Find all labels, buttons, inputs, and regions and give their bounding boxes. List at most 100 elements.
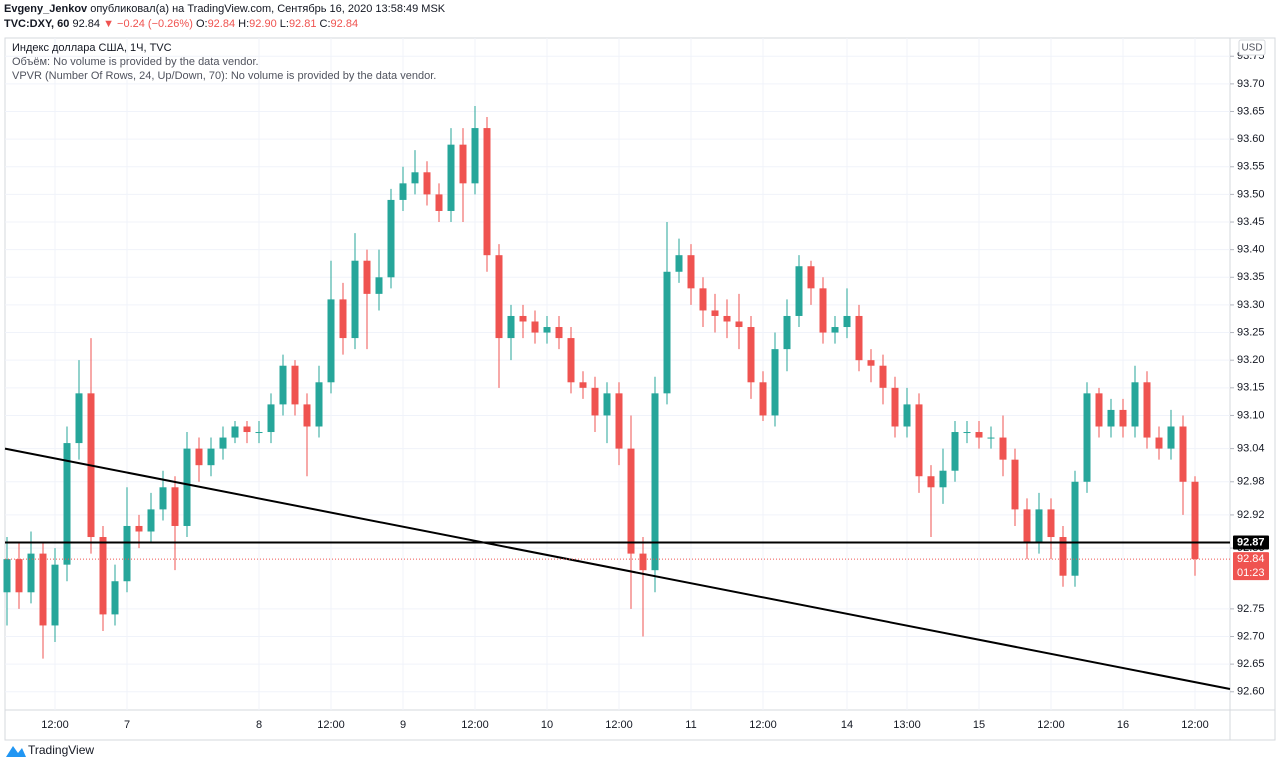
candle-body xyxy=(567,338,575,383)
last-price-label-bg xyxy=(1233,552,1269,581)
x-tick-label: 12:00 xyxy=(1037,719,1065,731)
change: −0.24 (−0.26%) xyxy=(117,18,193,30)
arrow: ▼ xyxy=(103,18,114,30)
candle-body xyxy=(279,365,287,405)
candle-body xyxy=(123,525,131,582)
candle-body xyxy=(195,448,203,466)
y-tick-label: 92.65 xyxy=(1237,658,1265,670)
ohlc-value: 92.81 xyxy=(288,18,317,30)
published: опубликовал(а) на TradingView.com, Сентя… xyxy=(90,3,446,15)
candle-body xyxy=(231,426,239,438)
candle-body xyxy=(15,559,23,593)
author: Evgeny_Jenkov xyxy=(4,3,88,15)
candle-body xyxy=(303,404,311,427)
y-tick-label: 93.50 xyxy=(1237,188,1265,200)
candle-body xyxy=(987,437,995,439)
x-tick-label: 12:00 xyxy=(749,719,777,731)
candle-body xyxy=(351,260,359,339)
x-tick-label: 12:00 xyxy=(1181,719,1209,731)
overlays xyxy=(4,447,1231,690)
candle-body xyxy=(999,437,1007,460)
candle-body xyxy=(783,315,791,350)
candle-body xyxy=(951,432,959,471)
candle-body xyxy=(243,426,251,433)
candle-body xyxy=(615,393,623,449)
candle-body xyxy=(591,387,599,416)
candle-body xyxy=(315,382,323,427)
candle-body xyxy=(375,277,383,294)
y-tick-label: 92.98 xyxy=(1237,476,1265,488)
x-tick-label: 11 xyxy=(685,719,696,731)
candle-body xyxy=(471,128,479,184)
currency: USD xyxy=(1241,43,1262,54)
x-tick-label: 10 xyxy=(541,719,553,731)
logo xyxy=(6,746,26,757)
candle-body xyxy=(39,553,47,626)
ohlc-value: 92.90 xyxy=(249,18,277,30)
candle-body xyxy=(147,509,155,532)
candle-body xyxy=(723,315,731,322)
ohlc-label: O: xyxy=(195,18,208,30)
candle-body xyxy=(795,266,803,316)
candle-body xyxy=(915,404,923,477)
ohlc-value: 92.84 xyxy=(330,18,359,30)
candle-body xyxy=(423,172,431,195)
candle-body xyxy=(663,271,671,394)
x-tick-label: 8 xyxy=(256,719,262,731)
candle-body xyxy=(807,266,815,289)
candle-body xyxy=(1131,382,1139,427)
candle-body xyxy=(939,470,947,488)
ohlc-o: O:92.84 xyxy=(196,18,235,30)
candle-body xyxy=(975,432,983,438)
horizontal-line-label-bg xyxy=(1233,535,1269,550)
x-tick-label: 9 xyxy=(400,719,406,731)
x-tick-label: 12:00 xyxy=(605,719,633,731)
y-tick-label: 93.10 xyxy=(1237,409,1265,421)
candle-body xyxy=(495,255,503,339)
grid xyxy=(5,38,1234,710)
candle-body xyxy=(27,553,35,593)
candle-body xyxy=(891,387,899,427)
x-tick-label: 14 xyxy=(841,719,853,731)
ohlc-label: C: xyxy=(319,18,331,30)
y-tick-label: 93.40 xyxy=(1237,244,1265,256)
candle-body xyxy=(219,437,227,449)
y-tick-label: 92.60 xyxy=(1237,686,1265,698)
last-price-label: 92.84 xyxy=(1237,553,1265,565)
candle-body xyxy=(255,432,263,434)
last: 92.84 xyxy=(72,18,101,30)
candle-body xyxy=(543,327,551,333)
candle-body xyxy=(879,365,887,388)
x-tick-label: 12:00 xyxy=(317,719,345,731)
candle-body xyxy=(267,404,275,433)
candle-body xyxy=(627,448,635,554)
y-tick-label: 93.25 xyxy=(1237,326,1265,338)
x-tick-label: 13:00 xyxy=(893,719,921,731)
x-tick-label: 12:00 xyxy=(461,719,489,731)
candle-body xyxy=(639,553,647,571)
y-tick-label: 93.30 xyxy=(1237,299,1265,311)
candle-body xyxy=(3,559,11,593)
currency-box xyxy=(1238,39,1266,56)
y-tick-label: 93.60 xyxy=(1237,133,1265,145)
symbol-line: TVC:DXY, 60 92.84 ▼ −0.24 (−0.26%) O:92.… xyxy=(4,17,445,32)
ohlc-value: 92.84 xyxy=(207,18,236,30)
candle-body xyxy=(699,288,707,311)
candle-body xyxy=(687,255,695,289)
candle-body xyxy=(819,288,827,333)
candle-body xyxy=(1023,509,1031,543)
candle-body xyxy=(99,537,107,615)
candle-body xyxy=(963,432,971,434)
candle-body xyxy=(159,487,167,510)
candle-body xyxy=(843,315,851,328)
candle-body xyxy=(75,393,83,444)
candle-body xyxy=(927,476,935,488)
author-line: Evgeny_Jenkov опубликовал(а) на TradingV… xyxy=(4,2,445,17)
symbol: TVC:DXY, 60 xyxy=(4,18,70,30)
legend-title: Индекс доллара США, 1Ч, TVC xyxy=(12,42,172,54)
candle-body xyxy=(603,393,611,416)
candle-body xyxy=(111,581,119,615)
candles xyxy=(3,105,1199,659)
candle-body xyxy=(1035,509,1043,543)
